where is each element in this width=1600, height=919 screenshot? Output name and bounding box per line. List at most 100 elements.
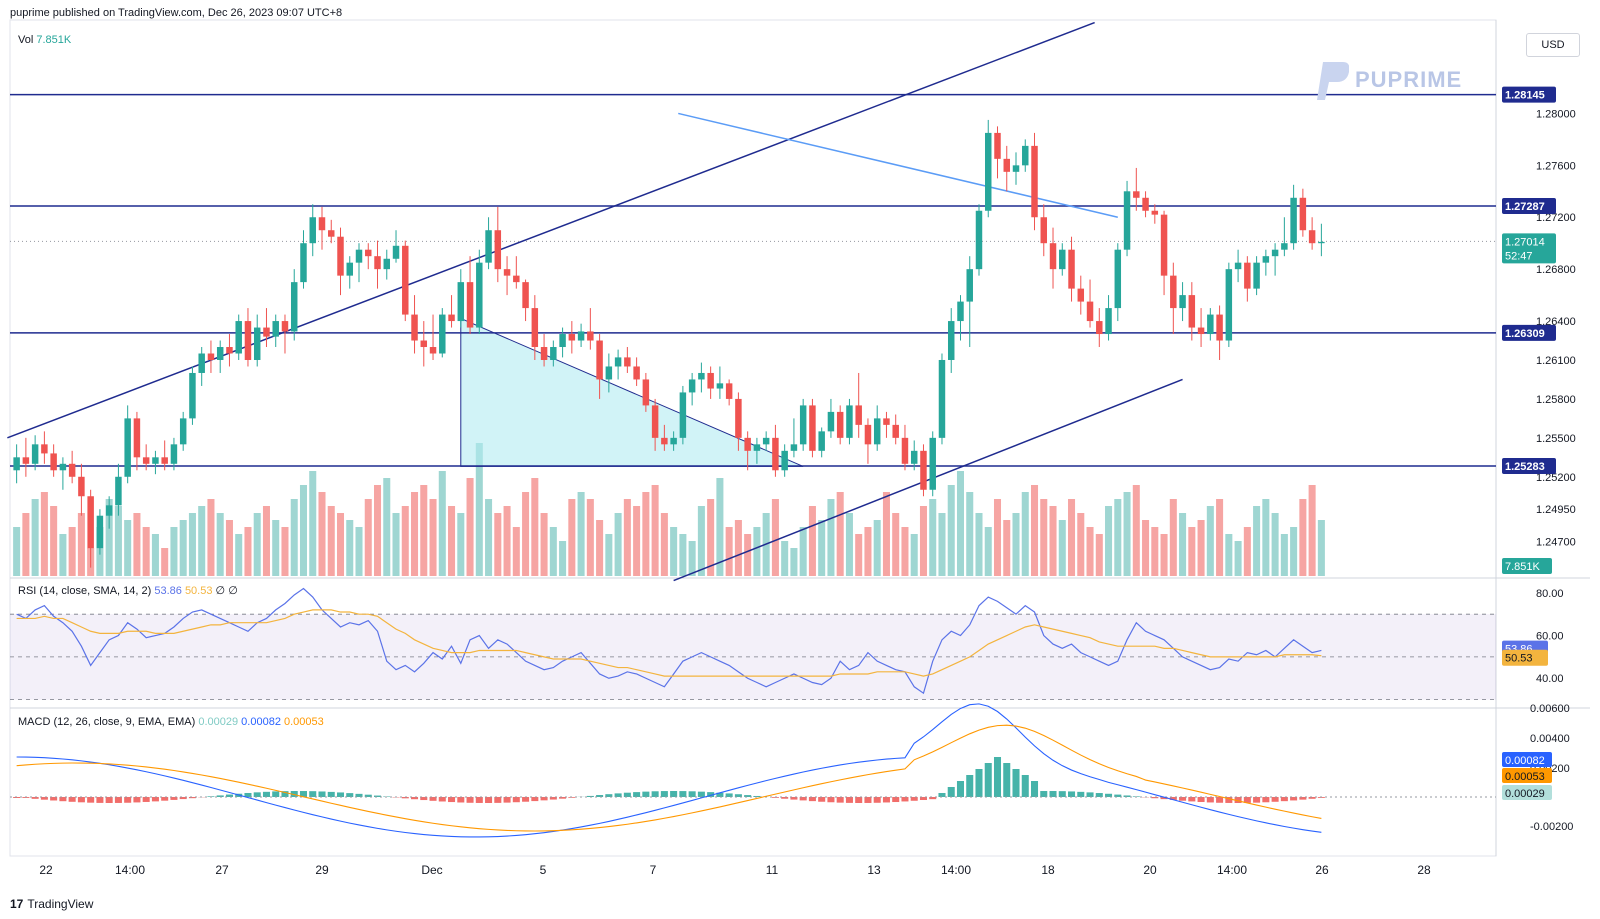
candle-body bbox=[994, 132, 1001, 159]
candle-body bbox=[476, 262, 483, 328]
macd-histogram-bar bbox=[318, 791, 326, 797]
macd-histogram-bar bbox=[697, 791, 705, 797]
volume-legend[interactable]: Vol 7.851K bbox=[18, 34, 71, 46]
volume-bar bbox=[475, 443, 483, 576]
volume-bar bbox=[892, 513, 900, 576]
rsi-axis-tick: 80.00 bbox=[1536, 588, 1564, 600]
volume-bar bbox=[1160, 534, 1168, 576]
x-axis-tick: 14:00 bbox=[1217, 863, 1247, 877]
candle-body bbox=[873, 418, 881, 445]
macd-histogram-bar bbox=[512, 797, 520, 803]
macd-histogram-bar bbox=[799, 797, 807, 801]
volume-bar bbox=[22, 513, 30, 576]
volume-bar bbox=[540, 513, 548, 576]
macd-histogram-bar bbox=[1077, 791, 1085, 797]
macd-histogram-bar bbox=[1114, 794, 1122, 797]
macd-histogram-bar bbox=[1169, 797, 1177, 800]
volume-bar bbox=[262, 506, 270, 576]
volume-bar bbox=[485, 499, 493, 576]
volume-bar bbox=[855, 534, 863, 576]
macd-hist-tag-bg bbox=[1502, 785, 1552, 800]
macd-histogram-bar bbox=[993, 757, 1002, 797]
candle-body bbox=[152, 457, 159, 464]
tradingview-brand[interactable]: 17 TradingView bbox=[10, 897, 93, 911]
candle-body bbox=[1123, 191, 1131, 250]
macd-histogram-bar bbox=[346, 793, 354, 797]
rsi-legend-name: RSI (14, close, SMA, 14, 2) bbox=[18, 585, 152, 597]
macd-histogram-bar bbox=[503, 797, 511, 803]
volume-bar bbox=[1262, 499, 1270, 576]
candle-body bbox=[855, 405, 862, 425]
candle-body bbox=[679, 392, 687, 438]
price-axis-tick: 1.27600 bbox=[1536, 160, 1576, 172]
candle-body bbox=[429, 347, 437, 354]
macd-histogram-bar bbox=[744, 795, 752, 797]
macd-histogram-bar bbox=[919, 797, 927, 801]
macd-histogram-bar bbox=[642, 791, 650, 797]
macd-histogram-bar bbox=[1123, 795, 1131, 797]
candle-body bbox=[707, 372, 714, 389]
volume-bar bbox=[151, 534, 159, 576]
macd-legend[interactable]: MACD (12, 26, close, 9, EMA, EMA) 0.0002… bbox=[18, 716, 324, 728]
macd-histogram-bar bbox=[68, 797, 76, 802]
candle-body bbox=[318, 217, 326, 231]
price-axis-tick: 1.26800 bbox=[1536, 264, 1576, 276]
candle-body bbox=[161, 457, 168, 464]
macd-value-tag-label: 0.00082 bbox=[1505, 755, 1545, 767]
macd-histogram-bar bbox=[290, 791, 298, 797]
macd-histogram-bar bbox=[1253, 797, 1261, 803]
rsi-line bbox=[16, 587, 1322, 695]
macd-histogram-bar bbox=[179, 797, 187, 800]
volume-bar bbox=[59, 534, 67, 576]
descending-resistance-line bbox=[678, 112, 1118, 218]
candle-body bbox=[614, 357, 622, 367]
candle-body bbox=[22, 457, 30, 464]
volume-bar bbox=[790, 548, 798, 576]
candle-body bbox=[633, 366, 640, 380]
level-tag-label: 1.26309 bbox=[1505, 328, 1545, 340]
macd-histogram-bar bbox=[614, 793, 622, 797]
x-axis-tick: 14:00 bbox=[115, 863, 145, 877]
candle-body bbox=[1068, 249, 1075, 289]
volume-bar bbox=[956, 471, 965, 576]
candle-body bbox=[892, 424, 899, 438]
macd-axis-tick: 0.00400 bbox=[1530, 733, 1570, 745]
level-tag-bg bbox=[1502, 458, 1556, 475]
ascending-channel-lower bbox=[673, 378, 1183, 582]
macd-histogram-bar bbox=[725, 793, 733, 797]
candle-body bbox=[1077, 288, 1085, 302]
candle-body bbox=[513, 275, 520, 283]
last-price-countdown: 52:47 bbox=[1505, 250, 1533, 262]
volume-bar bbox=[244, 527, 252, 576]
macd-axis-tick: -0.00200 bbox=[1530, 821, 1573, 833]
volume-bar bbox=[235, 534, 243, 576]
macd-histogram-bar bbox=[882, 797, 890, 803]
volume-bar bbox=[605, 534, 613, 576]
volume-bar bbox=[882, 492, 890, 576]
rsi-legend[interactable]: RSI (14, close, SMA, 14, 2) 53.86 50.53 … bbox=[18, 584, 238, 597]
macd-histogram-bar bbox=[429, 797, 437, 801]
macd-histogram-bar bbox=[1299, 797, 1307, 800]
macd-histogram-bar bbox=[59, 797, 67, 802]
volume-bar bbox=[105, 499, 113, 576]
macd-histogram-bar bbox=[1206, 797, 1214, 803]
level-tag-label: 1.27287 bbox=[1505, 201, 1545, 213]
candle-body bbox=[105, 505, 113, 516]
volume-bar bbox=[559, 541, 567, 576]
macd-histogram-bar bbox=[753, 795, 761, 797]
candle-body bbox=[735, 398, 742, 438]
macd-histogram-bar bbox=[1160, 797, 1168, 800]
candle-body bbox=[300, 243, 307, 283]
currency-selector[interactable]: USD bbox=[1526, 33, 1580, 57]
volume-bar bbox=[364, 499, 372, 576]
macd-histogram-bar bbox=[262, 791, 270, 797]
candle-body bbox=[1170, 275, 1177, 309]
candle-body bbox=[596, 340, 603, 380]
candle-body bbox=[198, 353, 205, 373]
macd-histogram-bar bbox=[401, 797, 409, 799]
volume-bar bbox=[170, 527, 178, 576]
candle-body bbox=[938, 359, 946, 438]
candle-body bbox=[244, 321, 252, 360]
macd-axis-tick: 0.00600 bbox=[1530, 703, 1570, 715]
